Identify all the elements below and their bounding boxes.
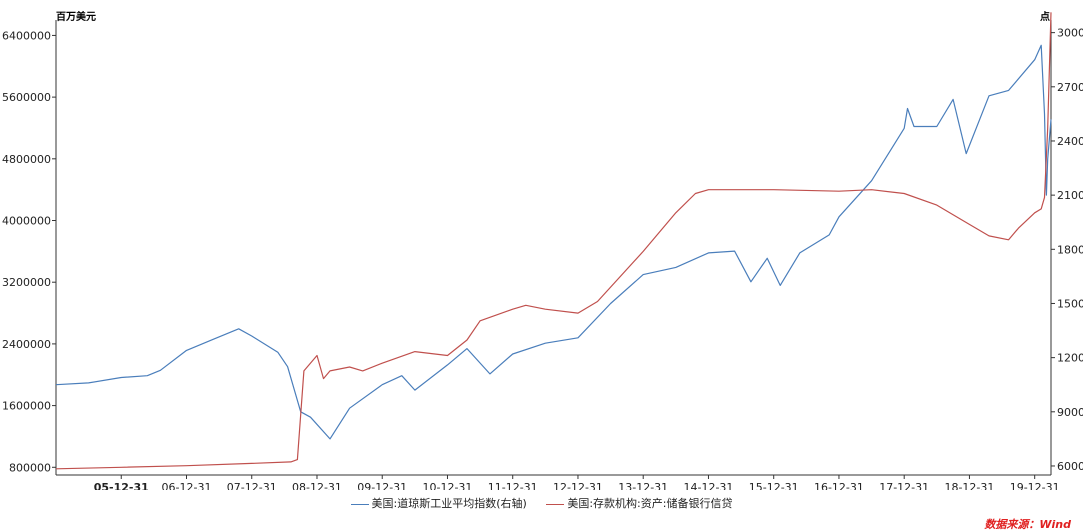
left-tick-label: 5600000 bbox=[2, 91, 51, 104]
x-tick-label: 08-12-31 bbox=[292, 481, 342, 490]
data-source-note: 数据来源：Wind bbox=[984, 518, 1071, 531]
credit-series-line bbox=[55, 12, 1052, 470]
dow-series-line bbox=[55, 44, 1052, 440]
x-tick-label: 18-12-31 bbox=[944, 481, 994, 490]
left-axis-unit: 百万美元 bbox=[56, 12, 96, 23]
x-tick-label: 06-12-31 bbox=[162, 481, 212, 490]
left-tick-label: 3200000 bbox=[2, 276, 51, 289]
x-axis-ticks: 05-12-31 06-12-31 07-12-31 08-12-31 09-12-31… bbox=[94, 475, 1060, 490]
left-tick-label: 2400000 bbox=[2, 338, 51, 351]
series-layer bbox=[55, 12, 1052, 470]
x-tick-label: 17-12-31 bbox=[879, 481, 929, 490]
x-tick-label: 05-12-31 bbox=[94, 481, 149, 490]
right-tick-label: 27000 bbox=[1057, 81, 1083, 94]
x-tick-label: 14-12-31 bbox=[683, 481, 733, 490]
legend-label-dow: 美国:道琼斯工业平均指数(右轴) bbox=[371, 497, 527, 510]
legend-label-credit: 美国:存款机构:资产:储备银行信贷 bbox=[567, 497, 733, 510]
left-tick-label: 800000 bbox=[9, 461, 51, 474]
left-tick-label: 4000000 bbox=[2, 215, 51, 228]
left-axis-ticks: 800000 1600000 2400000 3200000 4000000 480000… bbox=[2, 29, 56, 474]
x-tick-label: 07-12-31 bbox=[227, 481, 277, 490]
right-axis-unit: 点 bbox=[1040, 12, 1050, 23]
right-tick-label: 9000 bbox=[1057, 406, 1083, 419]
x-tick-label: 13-12-31 bbox=[618, 481, 668, 490]
x-tick-label: 16-12-31 bbox=[814, 481, 864, 490]
x-tick-label: 10-12-31 bbox=[423, 481, 473, 490]
legend: 美国:道琼斯工业平均指数(右轴) 美国:存款机构:资产:储备银行信贷 bbox=[0, 495, 1083, 511]
left-tick-label: 6400000 bbox=[2, 29, 51, 42]
right-tick-label: 15000 bbox=[1057, 297, 1083, 310]
left-tick-label: 1600000 bbox=[2, 400, 51, 413]
legend-swatch-dow bbox=[350, 503, 369, 505]
right-tick-label: 18000 bbox=[1057, 243, 1083, 256]
axes-group bbox=[55, 20, 1052, 476]
right-tick-label: 6000 bbox=[1057, 460, 1083, 473]
x-tick-label: 12-12-31 bbox=[553, 481, 603, 490]
right-tick-label: 21000 bbox=[1057, 189, 1083, 202]
right-axis-ticks: 6000 9000 12000 15000 18000 21000 24000 27000 30… bbox=[1051, 27, 1083, 473]
right-tick-label: 24000 bbox=[1057, 135, 1083, 148]
legend-swatch-credit bbox=[546, 503, 565, 505]
x-tick-label: 11-12-31 bbox=[488, 481, 538, 490]
legend-item-dow: 美国:道琼斯工业平均指数(右轴) bbox=[350, 495, 527, 511]
left-tick-label: 4800000 bbox=[2, 153, 51, 166]
legend-item-credit: 美国:存款机构:资产:储备银行信贷 bbox=[546, 495, 732, 511]
x-tick-label: 15-12-31 bbox=[749, 481, 799, 490]
right-tick-label: 12000 bbox=[1057, 352, 1083, 365]
x-tick-label: 19-12-31 bbox=[1010, 481, 1060, 490]
chart-svg: 800000 1600000 2400000 3200000 4000000 480000… bbox=[2, 12, 1083, 490]
x-tick-label: 09-12-31 bbox=[357, 481, 407, 490]
